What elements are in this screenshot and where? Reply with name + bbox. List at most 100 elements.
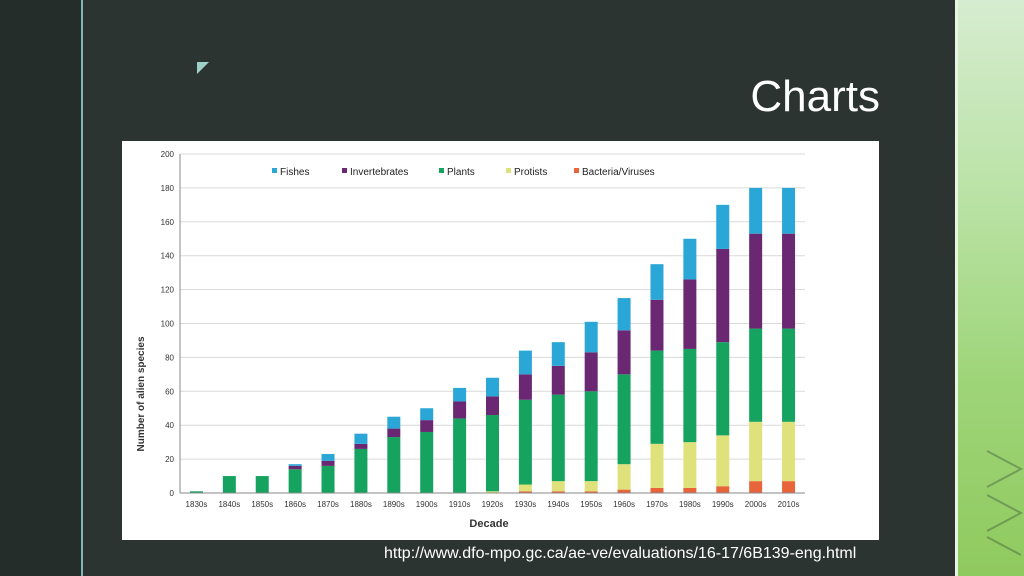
bar-segment-bacteria-viruses xyxy=(551,491,565,493)
bar-segment-invertebrates xyxy=(518,374,532,400)
x-tick-label: 1870s xyxy=(317,500,339,509)
bar-segment-fishes xyxy=(486,377,499,397)
y-tick-label: 160 xyxy=(161,218,175,227)
y-tick-label: 120 xyxy=(161,286,175,295)
y-tick-label: 200 xyxy=(161,150,175,159)
bar-segment-plants xyxy=(255,476,269,493)
bar-segment-plants xyxy=(222,476,236,493)
slide-title: Charts xyxy=(750,72,880,121)
bar-segment-fishes xyxy=(749,187,763,234)
bar-segment-invertebrates xyxy=(453,401,467,419)
bar-segment-invertebrates xyxy=(584,352,598,392)
bar-segment-fishes xyxy=(584,321,598,353)
stacked-bar-chart: 0 20 40 60 80 100 120 140 160 180 200 1830s 1840s 185… xyxy=(136,150,805,530)
x-tick-label: 1910s xyxy=(449,500,471,509)
legend: Fishes Invertebrates Plants Protists Bacteri… xyxy=(272,167,655,178)
bar-segment-plants xyxy=(782,328,796,422)
bar-segment-bacteria-viruses xyxy=(518,491,532,493)
legend-label: Plants xyxy=(447,167,475,178)
bar-segment-plants xyxy=(420,431,434,493)
bar-segment-fishes xyxy=(321,454,335,461)
bar-segment-plants xyxy=(453,418,467,493)
x-tick-label: 2010s xyxy=(778,500,800,509)
bar-segment-plants xyxy=(650,350,664,444)
legend-swatch xyxy=(574,168,579,173)
y-tick-label: 180 xyxy=(161,184,175,193)
tick-labels: 0 20 40 60 80 100 120 140 160 180 200 1830s 1840s 185… xyxy=(161,150,800,509)
y-tick-label: 80 xyxy=(165,353,174,362)
bar-segment-fishes xyxy=(683,238,697,280)
bar-segment-plants xyxy=(354,448,368,493)
left-decor-strip xyxy=(0,0,82,576)
bar-segment-protists xyxy=(716,435,730,487)
x-tick-label: 2000s xyxy=(745,500,767,509)
bar-segment-invertebrates xyxy=(650,299,664,351)
bar-segment-bacteria-viruses xyxy=(683,487,697,493)
bar-segment-plants xyxy=(486,415,499,492)
axes xyxy=(179,154,805,494)
x-tick-label: 1980s xyxy=(679,500,701,509)
x-tick-label: 1950s xyxy=(580,500,602,509)
bar-segment-plants xyxy=(584,391,598,482)
legend-label: Protists xyxy=(514,167,547,178)
x-tick-label: 1940s xyxy=(547,500,569,509)
x-tick-label: 1920s xyxy=(482,500,504,509)
legend-swatch xyxy=(439,168,444,173)
legend-label: Bacteria/Viruses xyxy=(582,167,655,178)
bar-segment-protists xyxy=(486,491,499,493)
bar-segment-plants xyxy=(518,399,532,485)
bars xyxy=(189,187,796,493)
bar-segment-plants xyxy=(617,374,631,465)
bar-segment-invertebrates xyxy=(354,443,368,449)
legend-label: Fishes xyxy=(280,167,309,178)
bar-segment-fishes xyxy=(551,342,565,366)
x-tick-label: 1970s xyxy=(646,500,668,509)
bar-segment-fishes xyxy=(518,350,532,375)
bar-segment-fishes xyxy=(716,204,730,249)
bar-segment-plants xyxy=(683,348,697,443)
x-tick-label: 1930s xyxy=(514,500,536,509)
y-tick-label: 100 xyxy=(161,320,175,329)
legend-label: Invertebrates xyxy=(350,167,408,178)
x-tick-label: 1860s xyxy=(284,500,306,509)
bar-segment-fishes xyxy=(617,298,631,331)
bar-segment-protists xyxy=(683,442,697,488)
bar-segment-invertebrates xyxy=(782,233,796,329)
bar-segment-invertebrates xyxy=(288,465,302,470)
chart-card: 0 20 40 60 80 100 120 140 160 180 200 1830s 1840s 185… xyxy=(122,141,879,540)
bar-segment-bacteria-viruses xyxy=(749,481,763,493)
bar-segment-bacteria-viruses xyxy=(650,487,664,493)
legend-swatch xyxy=(506,168,511,173)
bar-segment-protists xyxy=(782,421,796,482)
x-tick-label: 1830s xyxy=(186,500,208,509)
bar-segment-invertebrates xyxy=(321,460,335,466)
bar-segment-invertebrates xyxy=(716,248,730,343)
x-tick-label: 1880s xyxy=(350,500,372,509)
x-tick-label: 1900s xyxy=(416,500,438,509)
bar-segment-protists xyxy=(650,443,664,488)
bar-segment-plants xyxy=(387,437,401,493)
x-tick-label: 1840s xyxy=(218,500,240,509)
bar-segment-protists xyxy=(518,484,532,492)
x-tick-label: 1960s xyxy=(613,500,635,509)
bar-segment-invertebrates xyxy=(749,233,763,329)
legend-swatch xyxy=(272,168,277,173)
bar-segment-fishes xyxy=(650,264,664,300)
bar-segment-invertebrates xyxy=(551,365,565,395)
left-accent-rule xyxy=(81,0,83,576)
bar-segment-invertebrates xyxy=(420,420,434,432)
bar-segment-plants xyxy=(749,328,763,422)
bar-segment-fishes xyxy=(387,416,401,429)
y-tick-label: 0 xyxy=(170,489,175,498)
bar-segment-plants xyxy=(716,342,730,436)
y-tick-label: 140 xyxy=(161,252,175,261)
bar-segment-fishes xyxy=(782,187,796,234)
right-panel-edge xyxy=(955,0,958,576)
bar-segment-plants xyxy=(189,491,203,493)
bar-segment-fishes xyxy=(354,433,368,444)
bar-segment-protists xyxy=(551,481,565,492)
x-tick-label: 1850s xyxy=(251,500,273,509)
bar-segment-bacteria-viruses xyxy=(584,491,598,493)
y-axis-label: Number of alien species xyxy=(136,336,147,451)
chevron-decor-icon xyxy=(986,450,1024,556)
